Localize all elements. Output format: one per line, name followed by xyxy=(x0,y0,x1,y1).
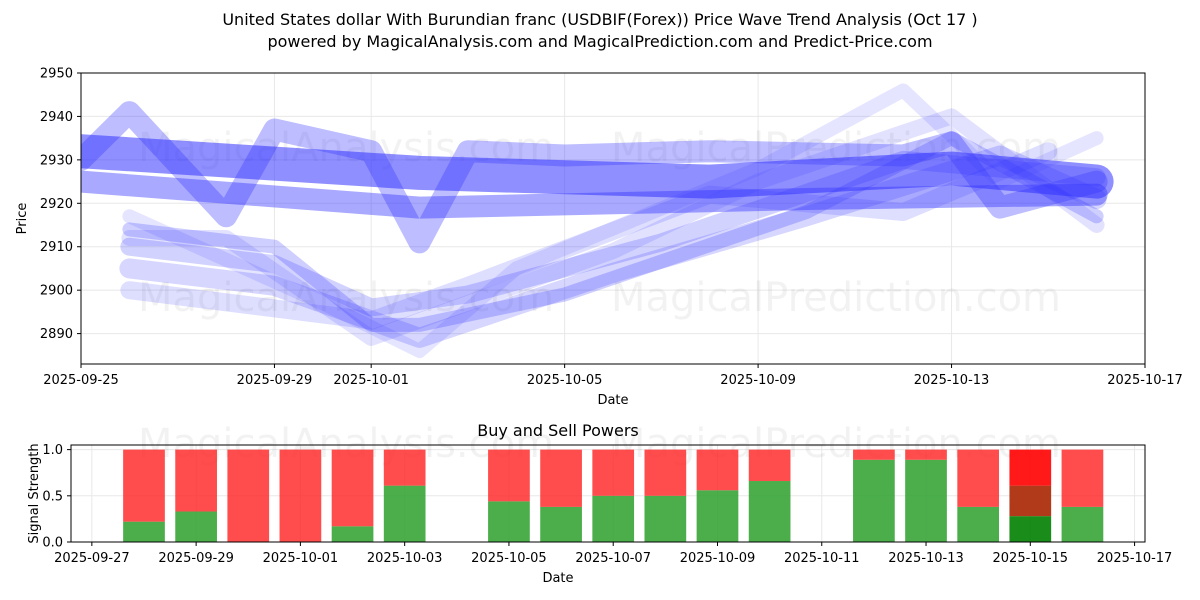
buy-bar xyxy=(748,481,791,542)
power-chart-title: Buy and Sell Powers xyxy=(477,421,639,440)
sell-bar-overlap xyxy=(1009,485,1052,517)
price-x-tick-label: 2025-10-01 xyxy=(333,373,409,388)
sell-bar xyxy=(853,449,895,460)
power-x-tick-label: 2025-10-11 xyxy=(784,551,860,566)
price-wave-line xyxy=(121,108,1105,346)
buy-bar xyxy=(540,506,582,542)
sell-bar xyxy=(644,449,687,496)
price-plot-frame xyxy=(80,72,1146,365)
price-x-tick-label: 2025-10-17 xyxy=(1107,373,1183,388)
buy-bar xyxy=(644,495,687,542)
sell-bar xyxy=(957,449,1000,507)
price-x-tick-label: 2025-10-13 xyxy=(914,373,990,388)
power-x-tick-label: 2025-09-27 xyxy=(54,551,130,566)
power-x-tick-label: 2025-10-03 xyxy=(367,551,443,566)
price-wave-line xyxy=(81,134,1114,199)
buy-bar xyxy=(957,506,1000,542)
buy-bar xyxy=(331,526,374,542)
sell-bar xyxy=(175,449,217,512)
price-wave-line xyxy=(120,142,1058,330)
price-x-axis-label: Date xyxy=(597,393,628,408)
buy-bar xyxy=(123,521,165,542)
price-y-tick-label: 2950 xyxy=(40,67,73,82)
price-y-tick-label: 2900 xyxy=(40,284,73,299)
sell-bar xyxy=(748,449,791,482)
price-wave-line xyxy=(81,170,1108,219)
price-x-tick-label: 2025-09-29 xyxy=(237,373,313,388)
buy-bar xyxy=(696,490,739,542)
sell-bar xyxy=(696,449,739,491)
buy-bar xyxy=(488,501,530,542)
price-wave-line xyxy=(122,83,1104,358)
price-y-tick-label: 2920 xyxy=(40,197,73,212)
price-waves xyxy=(81,83,1114,358)
chart-subtitle: powered by MagicalAnalysis.com and Magic… xyxy=(267,32,933,51)
sell-bar xyxy=(592,449,635,496)
buy-bar xyxy=(383,485,426,542)
power-y-tick-label: 0.5 xyxy=(42,489,63,504)
power-y-axis-label: Signal Strength xyxy=(27,443,42,543)
buy-bar xyxy=(905,459,947,542)
power-x-tick-label: 2025-10-05 xyxy=(471,551,547,566)
sell-bar xyxy=(383,449,426,486)
price-wave-line xyxy=(122,131,1104,332)
sell-bar xyxy=(540,449,582,507)
price-wave-line xyxy=(119,145,1107,348)
power-x-tick-label: 2025-10-07 xyxy=(575,551,651,566)
buy-bar xyxy=(175,511,217,542)
price-y-tick-label: 2910 xyxy=(40,240,73,255)
sell-bar xyxy=(331,449,374,527)
price-wave-line xyxy=(120,150,1106,317)
sell-bar xyxy=(1061,449,1104,507)
buy-bar xyxy=(853,459,895,542)
watermark-text: MagicalPrediction.com xyxy=(611,275,1061,321)
buy-bar xyxy=(592,495,635,542)
sell-bar xyxy=(279,449,322,542)
power-x-tick-label: 2025-10-17 xyxy=(1097,551,1173,566)
sell-bar xyxy=(905,449,947,460)
sell-bar xyxy=(488,449,530,502)
sell-bar xyxy=(123,449,165,522)
sell-bar xyxy=(227,449,270,542)
buy-bar xyxy=(1061,506,1104,542)
power-x-tick-label: 2025-10-09 xyxy=(680,551,756,566)
price-y-tick-label: 2940 xyxy=(40,110,73,125)
power-y-tick-label: 1.0 xyxy=(42,443,63,458)
watermark-text: MagicalAnalysis.com xyxy=(138,275,554,321)
chart-title: United States dollar With Burundian fran… xyxy=(222,10,978,29)
power-x-tick-label: 2025-09-29 xyxy=(158,551,234,566)
price-x-tick-label: 2025-09-25 xyxy=(43,373,119,388)
price-y-tick-label: 2890 xyxy=(40,327,73,342)
sell-bar xyxy=(1009,449,1052,486)
power-x-axis-label: Date xyxy=(542,571,573,586)
power-x-tick-label: 2025-10-15 xyxy=(993,551,1069,566)
power-plot-frame xyxy=(70,444,1146,543)
price-wave-line xyxy=(81,101,1108,254)
price-y-tick-label: 2930 xyxy=(40,153,73,168)
price-y-axis-label: Price xyxy=(15,203,30,235)
power-y-tick-label: 0.0 xyxy=(42,536,63,551)
price-x-tick-label: 2025-10-09 xyxy=(720,373,796,388)
buy-bar xyxy=(1009,516,1052,542)
price-x-tick-label: 2025-10-05 xyxy=(527,373,603,388)
power-x-tick-label: 2025-10-13 xyxy=(888,551,964,566)
power-x-tick-label: 2025-10-01 xyxy=(263,551,339,566)
